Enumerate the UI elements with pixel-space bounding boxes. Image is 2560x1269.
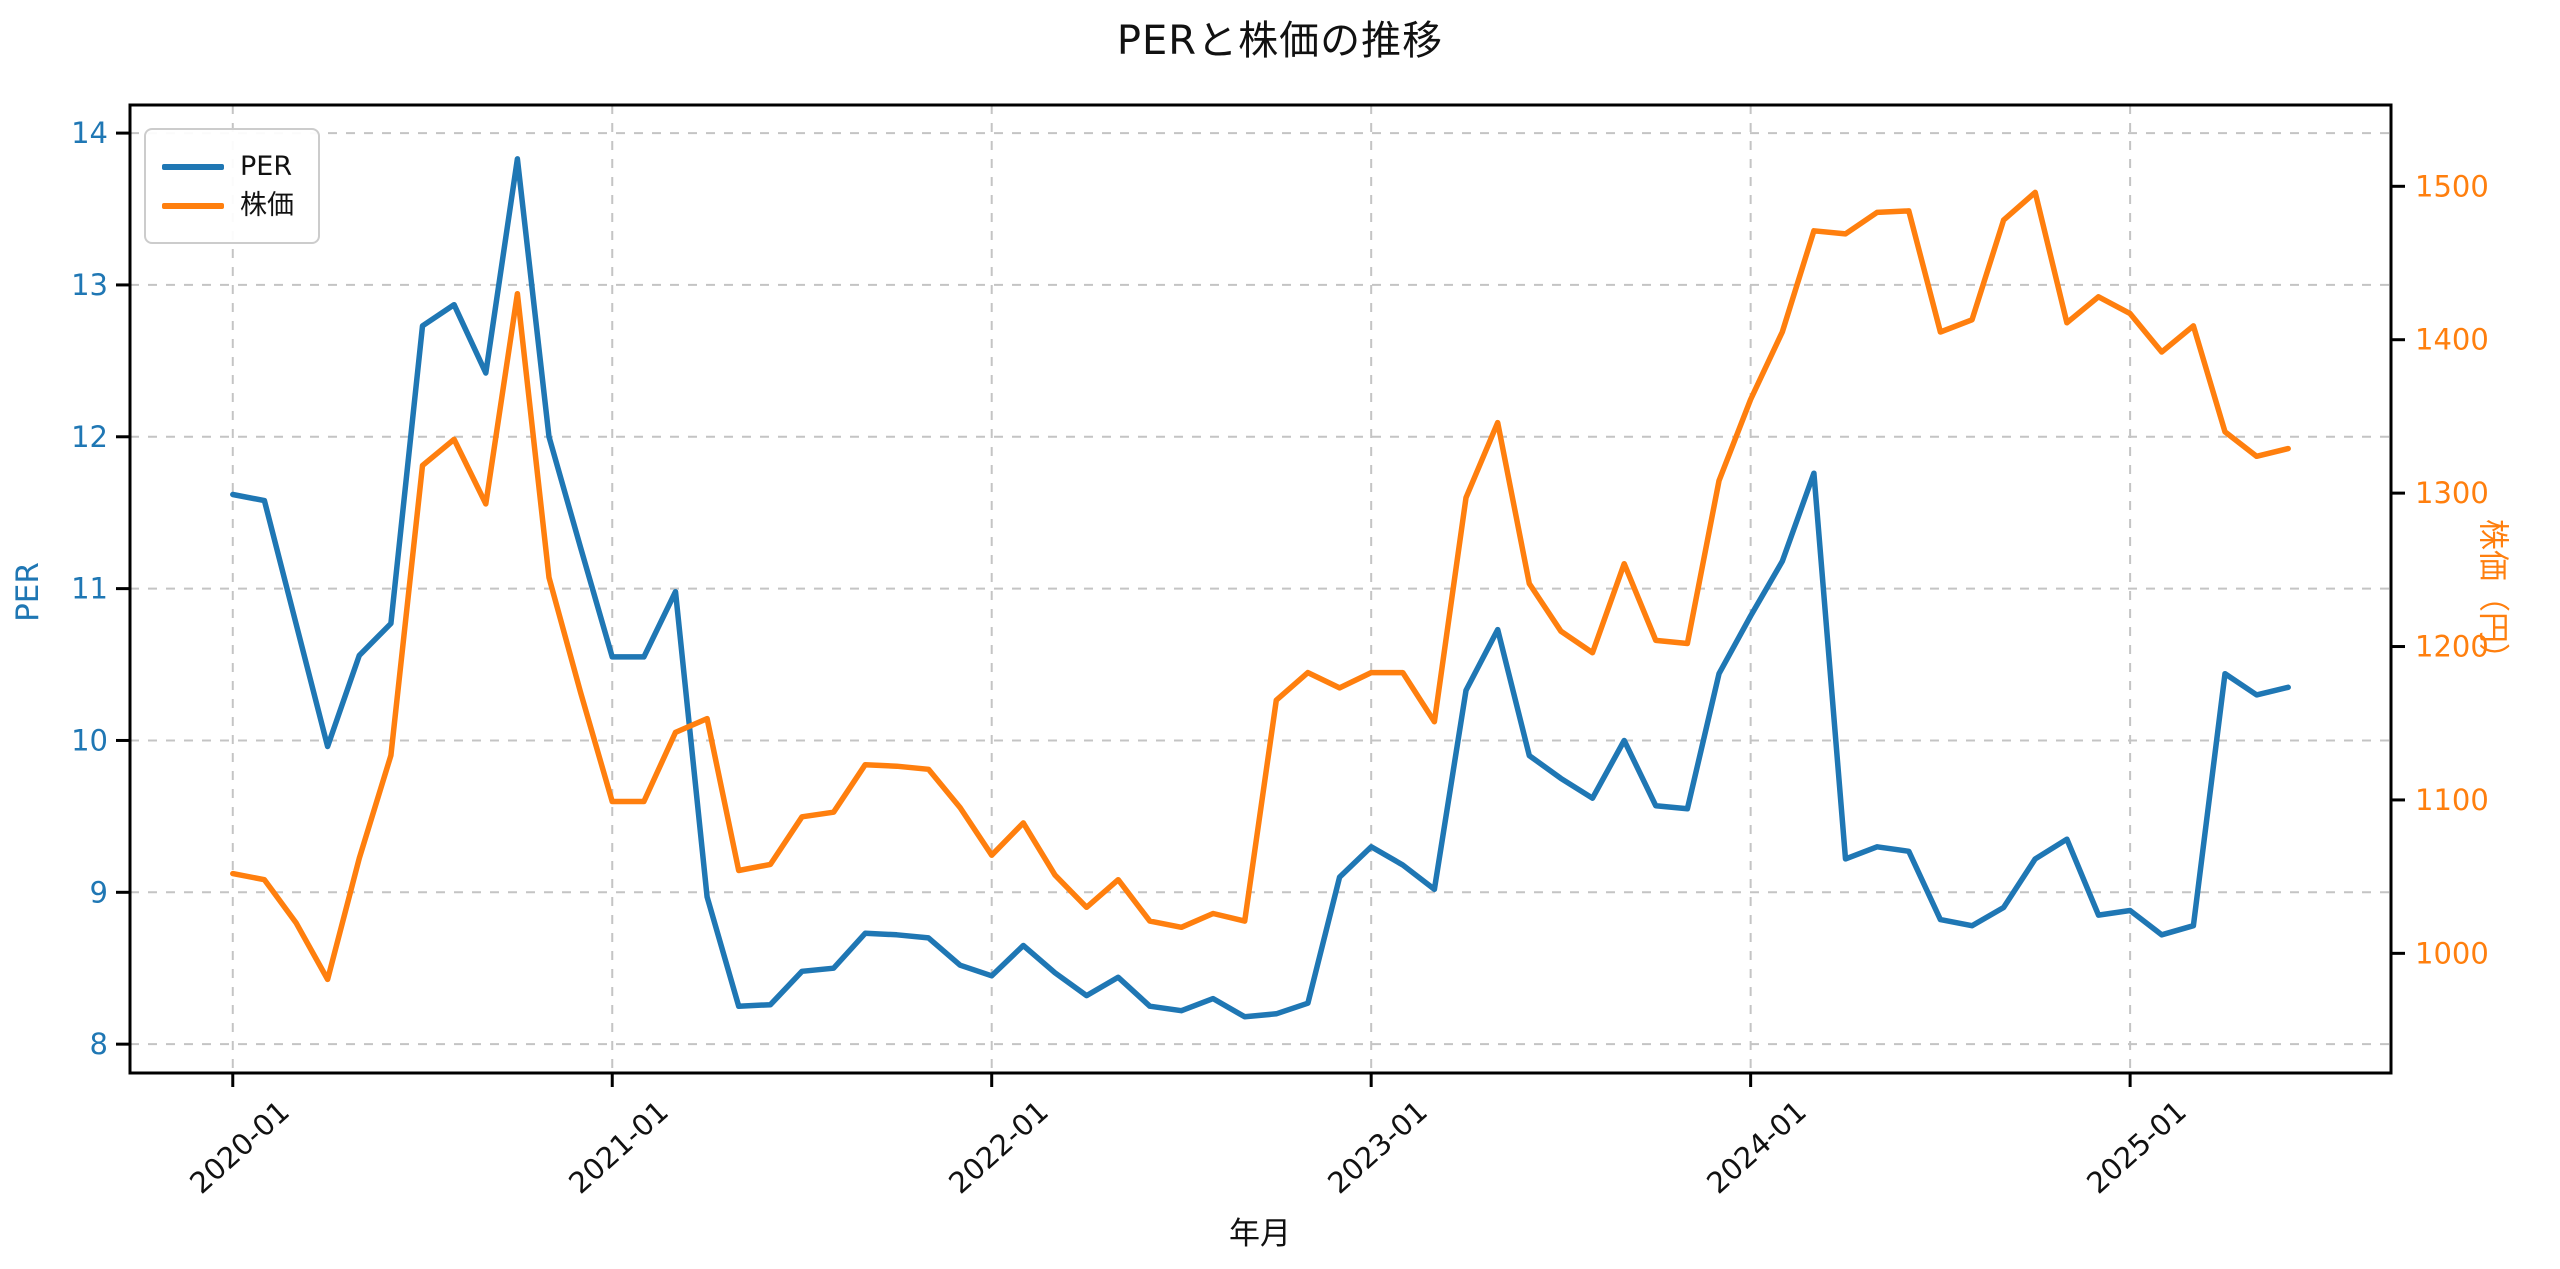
x-axis-label: 年月 [1229,1216,1291,1252]
per-line-swatch [162,163,224,170]
y-left-tick-label: 13 [71,268,108,302]
y-axis-label-right: 株価（円） [2474,519,2511,674]
y-left-tick-label: 14 [71,116,108,150]
y-left-tick-label: 9 [90,875,108,909]
legend-label-per: PER [240,151,293,182]
y-right-tick-label: 1000 [2415,936,2489,970]
y-left-tick-label: 12 [71,420,108,454]
y-left-tick-label: 8 [90,1027,108,1061]
y-right-tick-label: 1200 [2415,630,2489,664]
legend-item-per: PER [146,153,318,180]
y-left-tick-label: 11 [71,572,108,606]
series-line-株価 [230,189,2291,983]
y-right-tick-label: 1400 [2415,323,2489,357]
legend: PER 株価 [144,128,320,244]
legend-label-kabuka: 株価 [240,190,294,221]
y-right-tick-label: 1500 [2415,169,2489,203]
y-left-tick-label: 10 [71,723,108,757]
y-right-tick-label: 1300 [2415,476,2489,510]
legend-item-kabuka: 株価 [146,192,318,219]
chart-title: PERと株価の推移 [1116,18,1444,64]
y-right-tick-label: 1100 [2415,783,2489,817]
series-line-PER [230,156,2291,1020]
kabuka-line-swatch [162,202,224,209]
y-axis-label-left: PER [10,562,46,622]
